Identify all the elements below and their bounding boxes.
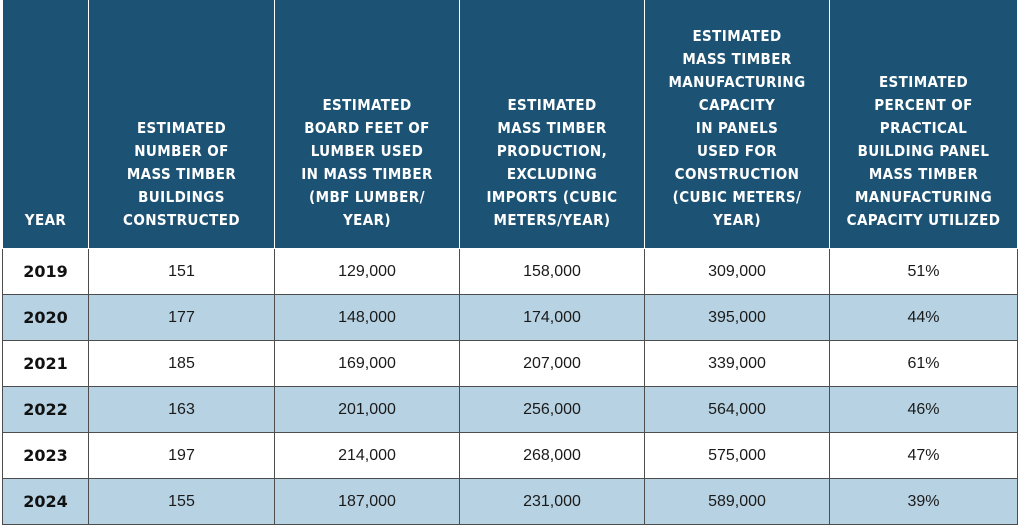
lumber-cell: 187,000 — [274, 478, 460, 525]
header-manufacturing-capacity: ESTIMATED MASS TIMBER MANUFACTURING CAPA… — [644, 0, 830, 249]
production-cell: 158,000 — [459, 248, 645, 295]
production-cell: 268,000 — [459, 432, 645, 479]
year-cell: 2024 — [2, 478, 89, 525]
production-cell: 256,000 — [459, 386, 645, 433]
lumber-cell: 129,000 — [274, 248, 460, 295]
lumber-cell: 201,000 — [274, 386, 460, 433]
buildings-cell: 177 — [88, 294, 275, 341]
utilized-cell: 39% — [829, 478, 1018, 525]
table-row: 2024 155 187,000 231,000 589,000 39% — [2, 478, 1018, 525]
buildings-cell: 185 — [88, 340, 275, 387]
year-cell: 2023 — [2, 432, 89, 479]
buildings-cell: 155 — [88, 478, 275, 525]
lumber-cell: 169,000 — [274, 340, 460, 387]
header-capacity-utilized: ESTIMATED PERCENT OF PRACTICAL BUILDING … — [829, 0, 1018, 249]
production-cell: 231,000 — [459, 478, 645, 525]
table-row: 2020 177 148,000 174,000 395,000 44% — [2, 294, 1018, 341]
capacity-cell: 564,000 — [644, 386, 830, 433]
buildings-cell: 163 — [88, 386, 275, 433]
utilized-cell: 51% — [829, 248, 1018, 295]
year-cell: 2022 — [2, 386, 89, 433]
capacity-cell: 575,000 — [644, 432, 830, 479]
buildings-cell: 151 — [88, 248, 275, 295]
buildings-cell: 197 — [88, 432, 275, 479]
year-cell: 2020 — [2, 294, 89, 341]
capacity-cell: 395,000 — [644, 294, 830, 341]
utilized-cell: 46% — [829, 386, 1018, 433]
production-cell: 207,000 — [459, 340, 645, 387]
capacity-cell: 589,000 — [644, 478, 830, 525]
table-header: YEAR ESTIMATED NUMBER OF MASS TIMBER BUI… — [2, 0, 1018, 249]
lumber-cell: 148,000 — [274, 294, 460, 341]
utilized-cell: 44% — [829, 294, 1018, 341]
table-row: 2023 197 214,000 268,000 575,000 47% — [2, 432, 1018, 479]
header-production: ESTIMATED MASS TIMBER PRODUCTION, EXCLUD… — [459, 0, 645, 249]
capacity-cell: 339,000 — [644, 340, 830, 387]
table-row: 2021 185 169,000 207,000 339,000 61% — [2, 340, 1018, 387]
production-cell: 174,000 — [459, 294, 645, 341]
year-cell: 2021 — [2, 340, 89, 387]
header-row: YEAR ESTIMATED NUMBER OF MASS TIMBER BUI… — [2, 0, 1018, 249]
header-buildings-constructed: ESTIMATED NUMBER OF MASS TIMBER BUILDING… — [88, 0, 275, 249]
utilized-cell: 47% — [829, 432, 1018, 479]
table-row: 2022 163 201,000 256,000 564,000 46% — [2, 386, 1018, 433]
header-year: YEAR — [2, 0, 89, 249]
table-row: 2019 151 129,000 158,000 309,000 51% — [2, 248, 1018, 295]
lumber-cell: 214,000 — [274, 432, 460, 479]
utilized-cell: 61% — [829, 340, 1018, 387]
capacity-cell: 309,000 — [644, 248, 830, 295]
year-cell: 2019 — [2, 248, 89, 295]
header-board-feet-lumber: ESTIMATED BOARD FEET OF LUMBER USED IN M… — [274, 0, 460, 249]
table-body: 2019 151 129,000 158,000 309,000 51% 202… — [2, 248, 1018, 525]
